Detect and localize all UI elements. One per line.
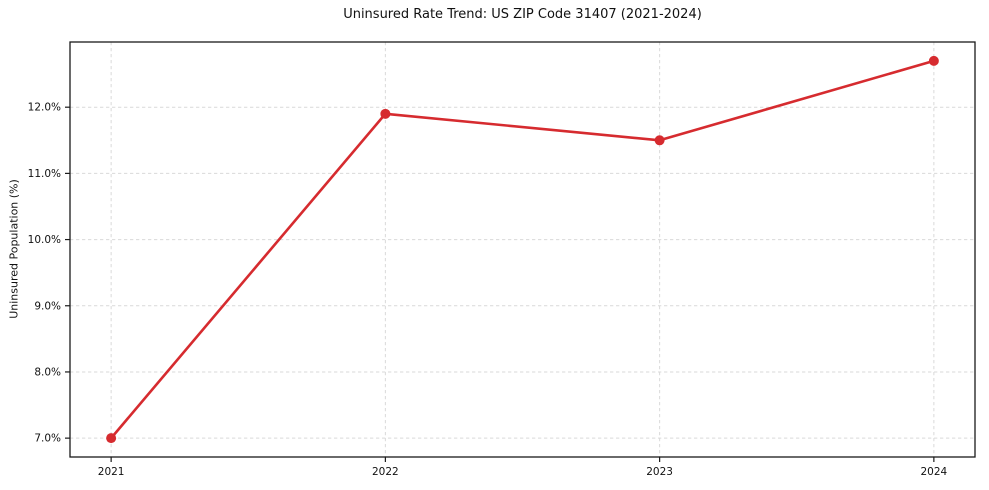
data-point: [106, 433, 117, 444]
data-point: [380, 108, 391, 119]
y-tick-label: 10.0%: [28, 234, 61, 246]
y-tick-label: 7.0%: [34, 433, 61, 445]
x-tick-label: 2024: [920, 466, 947, 478]
chart-title: Uninsured Rate Trend: US ZIP Code 31407 …: [343, 7, 702, 22]
data-point: [654, 135, 665, 146]
x-tick-label: 2021: [98, 466, 125, 478]
x-tick-label: 2022: [372, 466, 399, 478]
y-tick-label: 12.0%: [28, 102, 61, 114]
data-point: [928, 55, 939, 66]
trend-line: [109, 59, 936, 440]
y-tick-label: 8.0%: [34, 366, 61, 378]
y-tick-label: 11.0%: [28, 168, 61, 180]
axes-frame: [69, 41, 976, 458]
x-tick-label: 2023: [646, 466, 673, 478]
y-tick-label: 9.0%: [34, 300, 61, 312]
